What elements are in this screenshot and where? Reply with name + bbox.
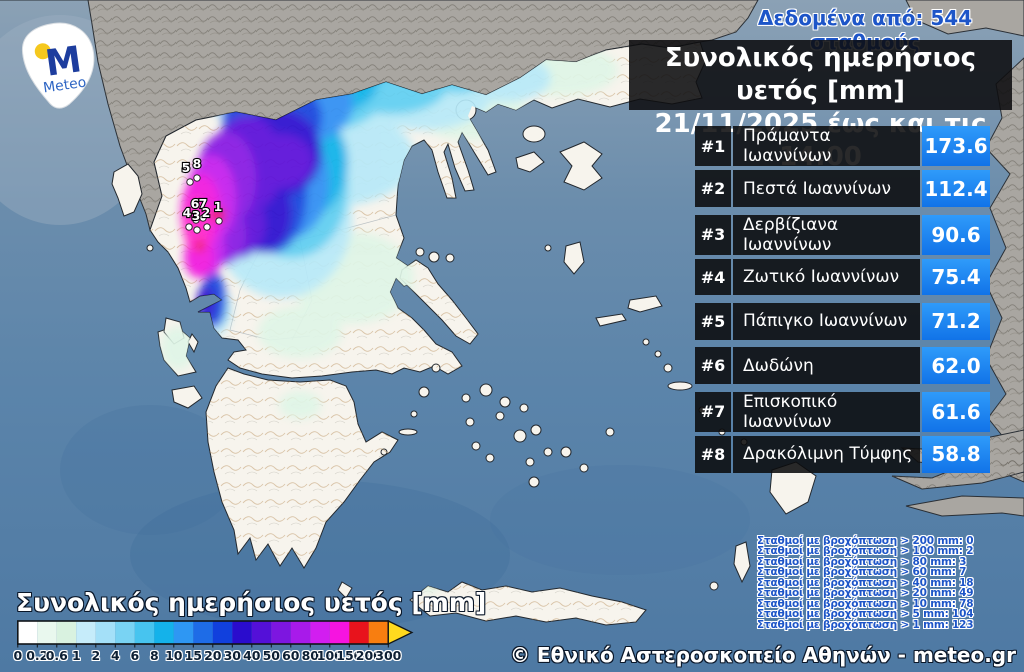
stats-line: Σταθμοί με βροχόπτωση > 100 mm: 2 <box>757 545 974 558</box>
rank-cell: #4 <box>695 258 731 296</box>
legend-color-scale <box>17 620 414 648</box>
rank-cell: #2 <box>695 170 731 207</box>
value-cell: 58.8 <box>922 436 990 473</box>
svg-text:7: 7 <box>199 196 208 211</box>
station-name: Ζωτικό Ιωαννίνων <box>733 258 920 296</box>
legend-arrow <box>387 620 414 646</box>
stats-line: Σταθμοί με βροχόπτωση > 200 mm: 0 <box>757 535 974 547</box>
station-marker: 8 <box>192 155 202 182</box>
station-marker: 7 <box>198 195 208 222</box>
logo-wordmark: Meteo <box>42 75 87 97</box>
station-marker: 6 <box>190 195 201 224</box>
legend-tick-label: 40 <box>243 648 261 663</box>
station-name: Δερβίζιανα Ιωαννίνων <box>733 214 920 255</box>
stats-line: Σταθμοί με βροχόπτωση > 10 mm: 78 <box>757 597 974 610</box>
legend-tick-label: 0 <box>13 648 23 663</box>
legend-tick-label: 1 <box>71 648 81 663</box>
legend-title: Συνολικός ημερήσιος υετός [mm] <box>16 588 487 617</box>
legend-tick-label: 50 <box>262 648 280 663</box>
station-name: Επισκοπικό Ιωαννίνων <box>733 391 920 432</box>
stats-line: Σταθμοί με βροχόπτωση > 1 mm: 123 <box>757 618 974 631</box>
svg-text:5: 5 <box>182 160 191 175</box>
stats-line: Σταθμοί με βροχόπτωση > 80 mm: 3 <box>757 555 967 568</box>
ranking-row: #1 Πράμαντα Ιωαννίνων 173.6 <box>695 126 990 166</box>
attribution: © Εθνικό Αστεροσκοπείο Αθηνών - meteo.gr <box>509 643 1016 667</box>
legend-tick-label: 15 <box>184 648 202 663</box>
legend-tick-label: 100 <box>316 648 343 663</box>
svg-text:6: 6 <box>191 196 200 211</box>
greek-land <box>111 41 817 626</box>
station-name: Πεστά Ιωαννίνων <box>733 170 920 207</box>
legend-tick-label: 60 <box>282 648 300 663</box>
station-marker: 3 <box>191 207 201 234</box>
ranking-row: #8 Δρακόλιμνη Τύμφης 58.8 <box>695 436 990 473</box>
station-marker: 2 <box>201 204 211 231</box>
ranking-row: #4 Ζωτικό Ιωαννίνων 75.4 <box>695 258 990 296</box>
legend-tick-label: 4 <box>110 648 120 663</box>
value-cell: 112.4 <box>922 170 990 207</box>
rank-cell: #3 <box>695 214 731 255</box>
title-line-1: Συνολικός ημερήσιος υετός [mm] <box>664 43 977 106</box>
stats-line: Σταθμοί με βροχόπτωση > 20 mm: 49 <box>757 587 974 600</box>
value-cell: 71.2 <box>922 303 990 340</box>
legend-tick-label: 150 <box>336 648 363 663</box>
ranking-row: #6 Δωδώνη 62.0 <box>695 347 990 384</box>
legend-tick-label: 20 <box>204 648 222 663</box>
value-cell: 75.4 <box>922 258 990 296</box>
rank-cell: #8 <box>695 436 731 473</box>
value-cell: 90.6 <box>922 214 990 255</box>
value-cell: 61.6 <box>922 391 990 432</box>
svg-text:1: 1 <box>214 199 223 214</box>
station-ranking-table: #1 Πράμαντα Ιωαννίνων 173.6 #2 Πεστά Ιωαννίν… <box>695 126 990 480</box>
logo-monogram: M <box>43 39 84 85</box>
ranking-row: #7 Επισκοπικό Ιωαννίνων 61.6 <box>695 391 990 432</box>
meteo-logo: M Meteo <box>14 18 106 114</box>
logo-sun-dot <box>34 43 51 60</box>
rainfall-stats-block: Σταθμοί με βροχόπτωση > 200 mm: 0 Σταθμοί… <box>757 535 974 631</box>
legend-tick-label: 200 <box>355 648 382 663</box>
station-name: Πράμαντα Ιωαννίνων <box>733 126 920 166</box>
ranking-row: #2 Πεστά Ιωαννίνων 112.4 <box>695 170 990 207</box>
legend-tick-label: 30 <box>223 648 241 663</box>
stats-line: Σταθμοί με βροχόπτωση > 40 mm: 18 <box>757 576 974 589</box>
station-markers: 5 8 6 74 3 2 1 <box>181 155 223 234</box>
legend-tick-label: 300 <box>375 648 402 663</box>
svg-text:8: 8 <box>193 156 202 171</box>
station-marker: 5 <box>181 159 194 186</box>
legend-tick-label: 10 <box>165 648 183 663</box>
value-cell: 62.0 <box>922 347 990 384</box>
value-cell: 173.6 <box>922 126 990 166</box>
svg-text:4: 4 <box>183 205 192 220</box>
station-name: Πάπιγκο Ιωαννίνων <box>733 303 920 340</box>
legend-tick-label: 2 <box>91 648 101 663</box>
legend-tick-label: 8 <box>149 648 159 663</box>
rank-cell: #6 <box>695 347 731 384</box>
legend-tick-label: 0.2 <box>26 648 49 663</box>
station-marker: 1 <box>213 198 223 225</box>
rank-cell: #5 <box>695 303 731 340</box>
station-name: Δωδώνη <box>733 347 920 384</box>
ranking-row: #3 Δερβίζιανα Ιωαννίνων 90.6 <box>695 214 990 255</box>
rank-cell: #1 <box>695 126 731 166</box>
legend-tick-label: 80 <box>301 648 319 663</box>
station-marker: 4 <box>182 204 193 231</box>
svg-text:3: 3 <box>192 208 201 223</box>
title-bar: Συνολικός ημερήσιος υετός [mm] 21/11/202… <box>629 40 1012 172</box>
legend-tick-label: 6 <box>130 648 140 663</box>
stats-line: Σταθμοί με βροχόπτωση > 5 mm: 104 <box>757 608 974 621</box>
station-name: Δρακόλιμνη Τύμφης <box>733 436 920 473</box>
stats-line: Σταθμοί με βροχόπτωση > 60 mm: 7 <box>757 566 967 579</box>
legend-tick-labels: 0 0.2 0.6 1 2 4 6 8 10 15 20 30 40 50 60 80 100 150 200 300 <box>13 648 417 664</box>
svg-text:2: 2 <box>202 205 211 220</box>
rank-cell: #7 <box>695 391 731 432</box>
ranking-row: #5 Πάπιγκο Ιωαννίνων 71.2 <box>695 303 990 340</box>
legend-tick-label: 0.6 <box>45 648 68 663</box>
